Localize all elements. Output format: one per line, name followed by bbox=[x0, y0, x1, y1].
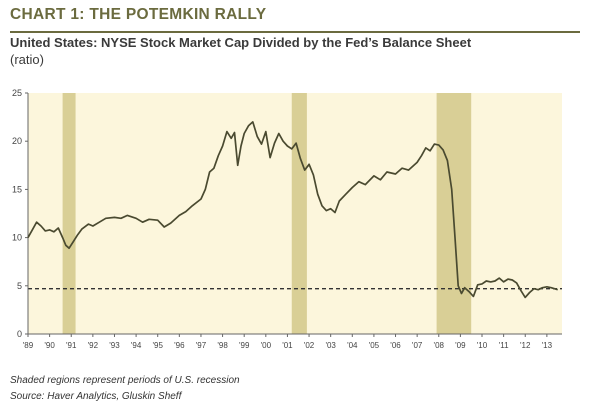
recession-note: Shaded regions represent periods of U.S.… bbox=[10, 375, 240, 386]
x-tick-label: '07 bbox=[412, 341, 423, 350]
x-tick-label: '00 bbox=[261, 341, 272, 350]
x-tick-label: '04 bbox=[347, 341, 358, 350]
chart-subtitle: United States: NYSE Stock Market Cap Div… bbox=[10, 35, 472, 50]
recession-band bbox=[62, 93, 76, 334]
x-tick-label: '96 bbox=[174, 341, 185, 350]
series-line bbox=[27, 121, 558, 299]
recession-band bbox=[291, 93, 307, 334]
unit-label: (ratio) bbox=[10, 52, 44, 67]
x-tick-label: '90 bbox=[44, 341, 55, 350]
x-tick-label: '95 bbox=[152, 341, 163, 350]
y-tick-label: 25 bbox=[12, 88, 22, 98]
x-tick-label: '98 bbox=[217, 341, 228, 350]
source-note: Source: Haver Analytics, Gluskin Sheff bbox=[10, 391, 182, 402]
x-tick-label: '02 bbox=[304, 341, 315, 350]
line-chart: 0 5 10 15 20 25 '89 '90 '91 '92 '93 '94 '95 '96 '97 '98… bbox=[12, 88, 562, 350]
x-tick-label: '99 bbox=[239, 341, 250, 350]
x-tick-label: '89 bbox=[23, 341, 34, 350]
y-tick-label: 5 bbox=[17, 281, 22, 291]
title-rule bbox=[10, 31, 580, 33]
y-tick-label: 0 bbox=[17, 329, 22, 339]
x-tick-label: '94 bbox=[131, 341, 142, 350]
x-tick-label: '08 bbox=[434, 341, 445, 350]
x-tick-label: '93 bbox=[109, 341, 120, 350]
x-tick-label: '13 bbox=[542, 341, 553, 350]
x-tick-label: '09 bbox=[455, 341, 466, 350]
x-tick-label: '92 bbox=[88, 341, 99, 350]
x-tick-label: '03 bbox=[325, 341, 336, 350]
y-tick-label: 10 bbox=[12, 233, 22, 243]
x-tick-label: '12 bbox=[520, 341, 531, 350]
x-tick-label: '01 bbox=[282, 341, 293, 350]
x-tick-label: '11 bbox=[499, 341, 509, 350]
x-tick-label: '97 bbox=[196, 341, 207, 350]
y-tick-label: 20 bbox=[12, 136, 22, 146]
chart-label: CHART 1: THE POTEMKIN RALLY bbox=[10, 6, 267, 23]
x-tick-label: '91 bbox=[66, 341, 77, 350]
x-tick-label: '10 bbox=[477, 341, 488, 350]
y-tick-label: 15 bbox=[12, 184, 22, 194]
x-tick-label: '05 bbox=[369, 341, 380, 350]
x-tick-label: '06 bbox=[390, 341, 401, 350]
